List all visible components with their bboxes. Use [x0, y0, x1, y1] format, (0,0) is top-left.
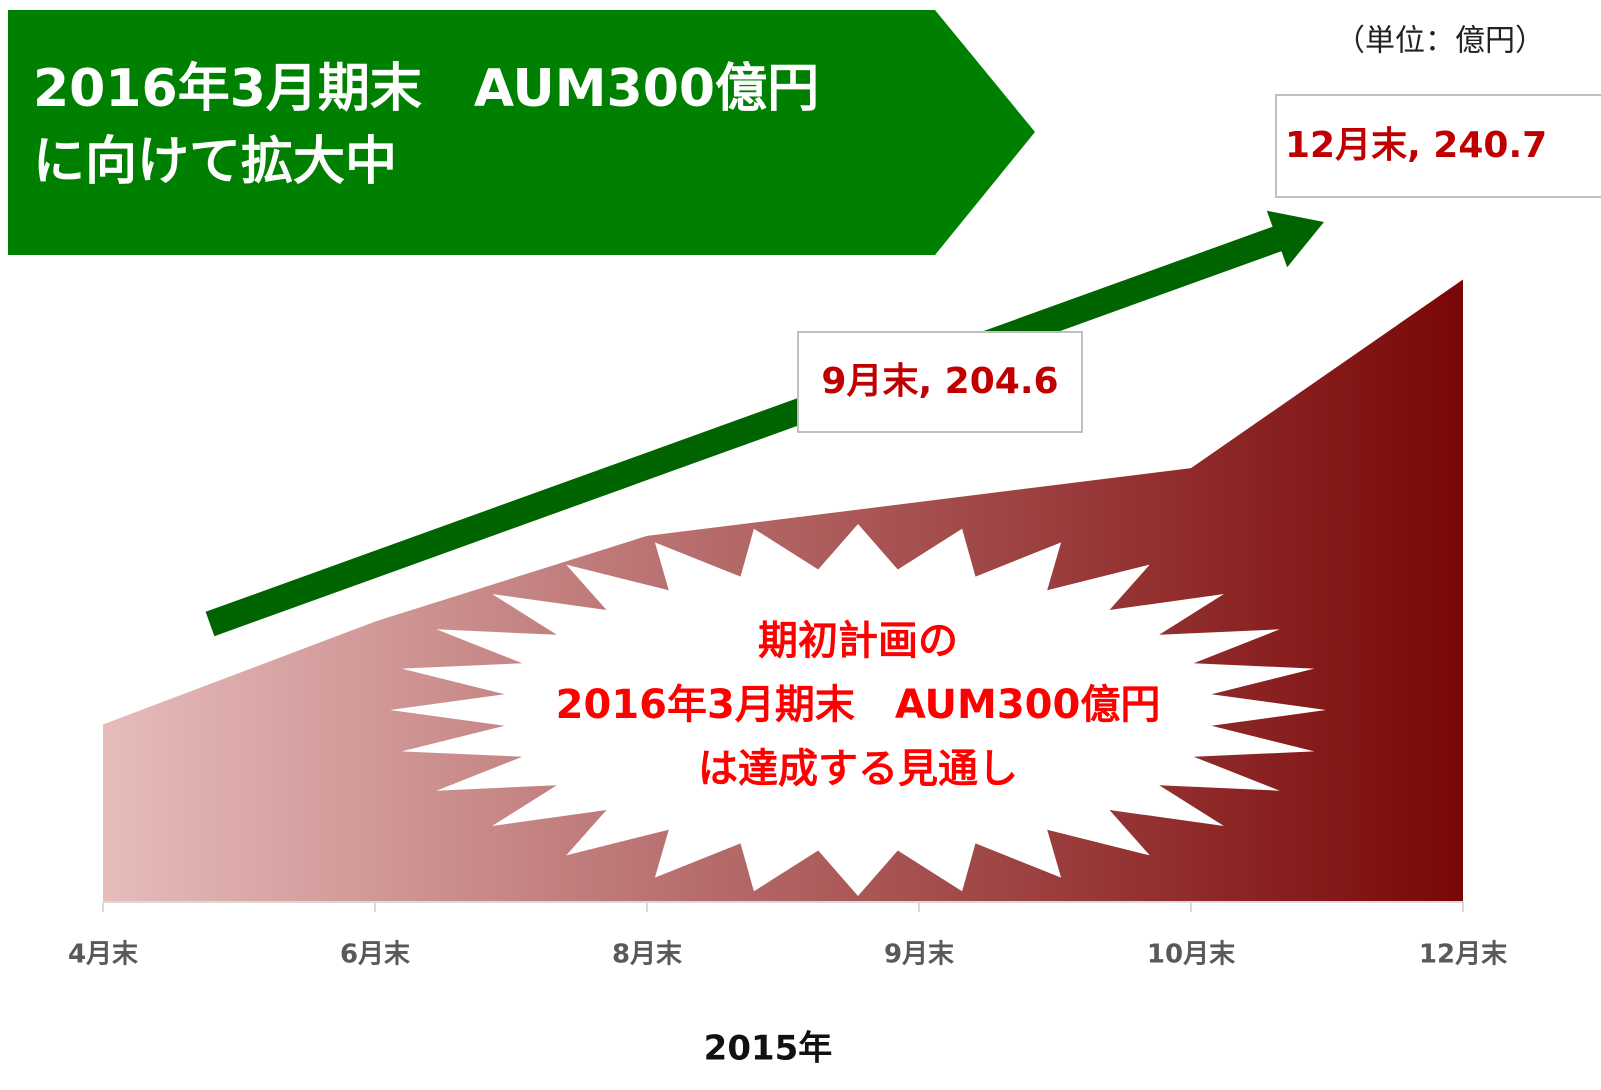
data-label-box — [797, 331, 1083, 433]
x-tick-label: 12月末 — [1419, 940, 1508, 970]
unit-label: （単位：億円） — [1335, 24, 1545, 59]
annotation: は達成する見通し — [698, 746, 1018, 792]
x-tick-label: 9月末 — [884, 940, 955, 970]
trend-arrow — [205, 210, 1325, 637]
x-tick-label: 6月末 — [340, 940, 411, 970]
x-axis-label: 2015年 — [704, 1029, 833, 1069]
x-tick-label: 10月末 — [1147, 940, 1236, 970]
data-label: 9月末, 204.6 — [821, 361, 1058, 402]
data-label-box — [1275, 94, 1601, 198]
chart-title: 2016年3月期末 AUM300億円 — [33, 59, 819, 119]
x-tick-label: 4月末 — [68, 940, 139, 970]
chart-title: に向けて拡大中 — [33, 132, 397, 192]
starburst — [390, 524, 1326, 896]
x-tick-label: 8月末 — [612, 940, 683, 970]
title-banner — [8, 10, 1035, 255]
data-label: 12月末, 240.7 — [1285, 125, 1547, 166]
annotation: 期初計画の — [758, 618, 958, 664]
annotation: 2016年3月期末 AUM300億円 — [556, 682, 1161, 728]
